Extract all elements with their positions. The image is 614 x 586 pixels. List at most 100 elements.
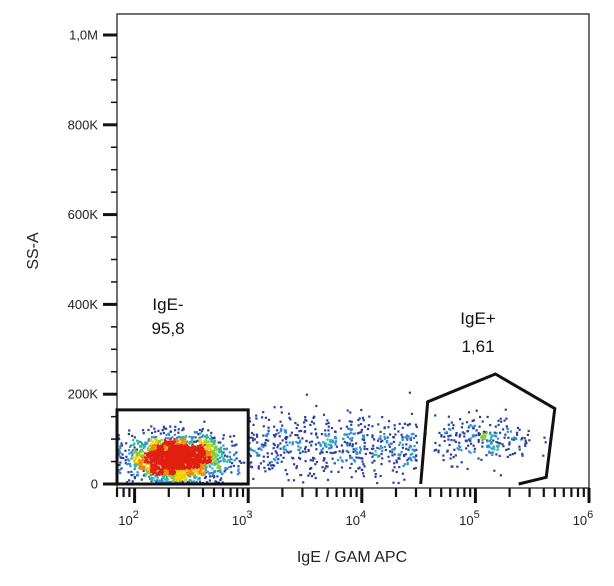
event-dot [288, 416, 291, 419]
event-dot [213, 456, 216, 459]
event-dot [219, 456, 222, 459]
event-dot [303, 421, 306, 424]
event-dot [204, 459, 207, 462]
event-dot [414, 458, 417, 462]
event-dot [134, 458, 137, 461]
event-dot [138, 467, 141, 470]
event-dot [326, 478, 330, 481]
event-dot [155, 442, 158, 445]
event-dot [345, 459, 348, 462]
event-dot [184, 435, 187, 439]
event-dot [453, 448, 456, 451]
event-dot [319, 443, 322, 446]
event-dot [371, 436, 374, 439]
event-dot [167, 473, 170, 476]
event-dot [473, 450, 476, 453]
event-dot [334, 441, 337, 444]
event-dot [461, 431, 464, 434]
event-dot [294, 422, 297, 425]
event-dot [334, 443, 337, 446]
event-dot [347, 427, 350, 430]
event-dot [350, 462, 353, 465]
event-dot [134, 461, 138, 464]
event-dot [299, 457, 302, 460]
event-dot [488, 446, 491, 449]
event-dot [179, 476, 182, 479]
event-dot [281, 424, 284, 427]
event-dot [191, 436, 194, 439]
event-dot [369, 452, 372, 455]
x-tick-label: 103 [232, 509, 253, 528]
event-dot [512, 438, 515, 441]
event-dot [185, 444, 188, 447]
event-dot [120, 467, 123, 470]
event-dot [320, 451, 323, 454]
event-dot [176, 467, 180, 470]
event-dot [150, 438, 153, 441]
event-dot [133, 446, 136, 449]
event-dot [443, 439, 446, 443]
event-dot [330, 427, 334, 430]
event-dot [193, 440, 196, 443]
event-dot [348, 420, 351, 423]
event-dot [334, 440, 338, 443]
event-dot [260, 448, 263, 451]
event-dot [373, 469, 376, 472]
event-dot [120, 442, 123, 445]
event-dot [167, 437, 170, 440]
event-dot [198, 428, 201, 432]
event-dot [351, 456, 354, 459]
event-dot [478, 433, 481, 436]
event-dot [199, 466, 202, 469]
event-dot [451, 427, 455, 430]
event-dot [279, 430, 282, 433]
event-dot [295, 427, 298, 430]
event-dot [310, 440, 314, 443]
event-dot [354, 470, 357, 473]
event-dot [238, 472, 241, 475]
event-dot [272, 434, 275, 437]
event-dot [223, 447, 226, 450]
event-dot [407, 457, 410, 460]
event-dot [314, 476, 317, 480]
event-dot [175, 439, 178, 442]
event-dot [186, 464, 190, 467]
event-dot [499, 431, 502, 434]
event-dot [524, 439, 527, 442]
event-dot [162, 461, 165, 464]
event-dot [350, 428, 353, 431]
gate-ige-pos[interactable] [419, 372, 557, 486]
event-dot [199, 432, 202, 435]
event-dot [383, 445, 386, 448]
event-dot [167, 462, 170, 465]
event-dot [179, 454, 182, 457]
event-dot [469, 439, 472, 442]
event-dot [434, 414, 437, 417]
event-dot [223, 470, 226, 473]
event-dot [284, 437, 287, 440]
event-dot [505, 417, 508, 420]
event-dot [291, 443, 294, 446]
event-dot [481, 420, 484, 423]
event-dot [144, 462, 148, 465]
event-dot [307, 449, 310, 453]
event-dot [175, 458, 179, 461]
event-dot [190, 438, 193, 442]
event-dot [467, 411, 471, 414]
event-dot [197, 454, 200, 457]
gate-ige-neg[interactable] [115, 408, 250, 486]
event-dot [148, 466, 151, 469]
y-tick-label: 600K [68, 207, 99, 222]
event-dot [160, 448, 164, 451]
event-dot [143, 445, 146, 448]
event-dot [357, 456, 360, 459]
event-dot [309, 459, 312, 462]
event-dot [119, 446, 122, 449]
event-dot [284, 469, 287, 472]
event-dot [211, 455, 214, 458]
event-dot [383, 426, 386, 429]
event-dot [282, 456, 285, 459]
event-dot [280, 460, 283, 463]
event-dot [299, 439, 302, 442]
event-dot [199, 452, 202, 455]
